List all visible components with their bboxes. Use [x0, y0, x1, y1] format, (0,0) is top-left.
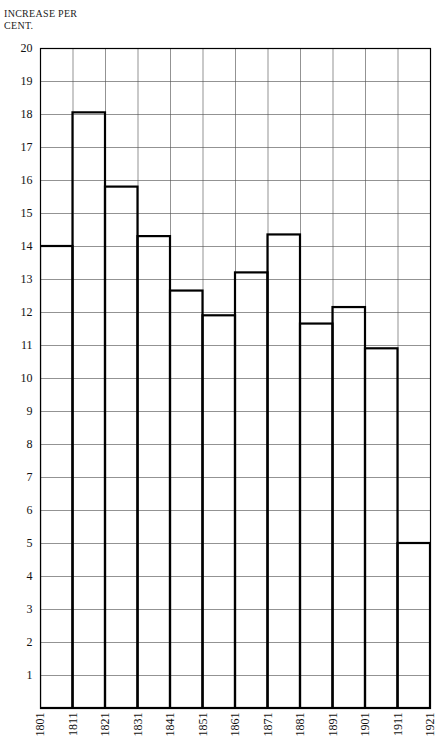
- svg-text:10: 10: [21, 371, 33, 385]
- svg-text:19: 19: [21, 74, 33, 88]
- svg-text:1: 1: [27, 668, 33, 682]
- svg-text:7: 7: [27, 470, 33, 484]
- svg-text:15: 15: [21, 206, 33, 220]
- svg-text:3: 3: [27, 602, 33, 616]
- svg-text:1841: 1841: [163, 713, 177, 737]
- svg-text:1851: 1851: [196, 713, 210, 737]
- svg-text:18: 18: [21, 107, 33, 121]
- svg-text:2: 2: [27, 635, 33, 649]
- svg-text:1891: 1891: [326, 713, 340, 737]
- svg-text:9: 9: [27, 404, 33, 418]
- svg-text:1831: 1831: [131, 713, 145, 737]
- svg-text:1901: 1901: [358, 713, 372, 737]
- svg-text:20: 20: [21, 41, 33, 55]
- svg-text:5: 5: [27, 536, 33, 550]
- svg-text:1881: 1881: [293, 713, 307, 737]
- svg-text:1821: 1821: [98, 713, 112, 737]
- svg-text:1911: 1911: [391, 713, 405, 737]
- svg-text:16: 16: [21, 173, 33, 187]
- svg-text:4: 4: [27, 569, 33, 583]
- svg-text:14: 14: [21, 239, 33, 253]
- svg-text:1921: 1921: [423, 713, 437, 737]
- svg-text:12: 12: [21, 305, 33, 319]
- svg-text:13: 13: [21, 272, 33, 286]
- svg-text:1871: 1871: [261, 713, 275, 737]
- svg-text:1811: 1811: [66, 713, 80, 737]
- svg-text:1861: 1861: [228, 713, 242, 737]
- svg-text:11: 11: [21, 338, 33, 352]
- svg-text:8: 8: [27, 437, 33, 451]
- svg-text:6: 6: [27, 503, 33, 517]
- html-text:INCREASE PER CENT.: INCREASE PER CENT.: [4, 8, 78, 31]
- svg-text:17: 17: [21, 140, 33, 154]
- svg-text:1801: 1801: [33, 713, 47, 737]
